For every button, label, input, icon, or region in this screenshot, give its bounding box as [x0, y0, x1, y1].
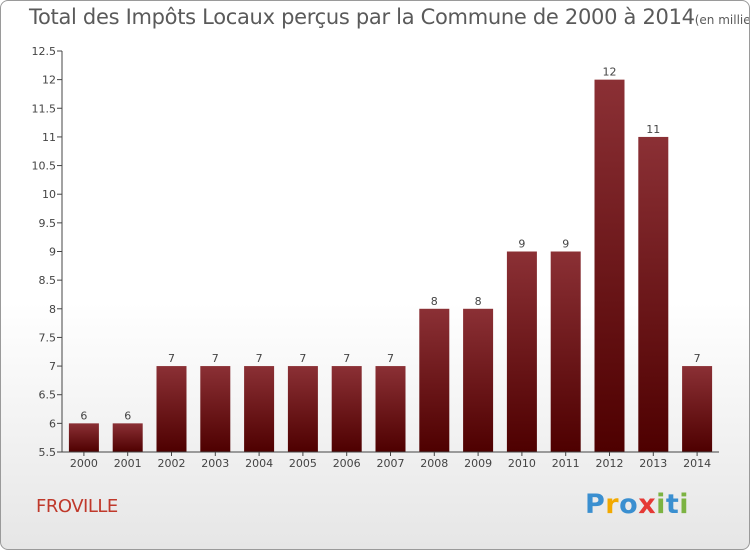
bar-2013	[638, 136, 669, 452]
bar-2011	[550, 251, 581, 452]
bar-2000	[68, 423, 99, 452]
y-tick-label: 12.5	[32, 45, 57, 58]
x-tick-label: 2001	[114, 457, 142, 470]
commune-name: FROVILLE	[36, 496, 118, 517]
y-tick-label: 8	[49, 303, 56, 316]
y-tick-label: 9.5	[39, 217, 57, 230]
logo-letter: o	[619, 489, 639, 520]
logo-letter: t	[665, 489, 680, 520]
x-tick-label: 2000	[70, 457, 98, 470]
logo-letter: i	[679, 489, 690, 520]
bar-value-label: 7	[694, 352, 701, 365]
y-tick-label: 11	[42, 131, 56, 144]
x-tick-label: 2007	[377, 457, 405, 470]
y-tick-label: 10.5	[32, 160, 57, 173]
bar-2009	[463, 308, 494, 452]
chart-title: Total des Impôts Locaux perçus par la Co…	[29, 5, 750, 29]
x-tick-label: 2012	[596, 457, 624, 470]
bar-value-label: 7	[168, 352, 175, 365]
x-tick-label: 2013	[639, 457, 667, 470]
x-tick-label: 2014	[683, 457, 711, 470]
bar-2003	[200, 366, 231, 452]
y-tick-label: 9	[49, 246, 56, 259]
x-tick-label: 2004	[245, 457, 273, 470]
logo-letter: r	[605, 489, 620, 520]
y-tick-label: 7.5	[39, 331, 57, 344]
x-tick-label: 2009	[464, 457, 492, 470]
y-tick-label: 6	[49, 417, 56, 430]
logo-letter: i	[656, 489, 666, 520]
bar-value-label: 9	[518, 238, 525, 251]
bar-value-label: 7	[343, 352, 350, 365]
bar-2008	[419, 308, 450, 452]
bar-2010	[506, 251, 537, 452]
logo-letter: x	[638, 489, 657, 520]
y-tick-label: 7	[49, 360, 56, 373]
bar-value-label: 6	[80, 409, 87, 422]
bars: 6 6 7 7 7 7 7 7 8 8 9 9 12 11 7	[68, 66, 713, 453]
bar-2002	[156, 366, 187, 452]
bar-2012	[594, 79, 625, 453]
y-tick-label: 5.5	[39, 446, 57, 459]
bar-value-label: 12	[603, 66, 617, 79]
x-tick-label: 2005	[289, 457, 317, 470]
y-tick-label: 6.5	[39, 389, 57, 402]
bar-value-label: 8	[475, 295, 482, 308]
bar-value-label: 8	[431, 295, 438, 308]
bar-2004	[244, 366, 275, 452]
bar-value-label: 7	[256, 352, 263, 365]
bar-value-label: 7	[212, 352, 219, 365]
proxiti-logo[interactable]: Proxiti	[585, 489, 689, 520]
bar-2006	[331, 366, 362, 452]
x-tick-label: 2008	[420, 457, 448, 470]
x-tick-label: 2002	[158, 457, 186, 470]
logo-letter: P	[585, 489, 606, 520]
y-tick-label: 8.5	[39, 274, 57, 287]
x-tick-label: 2011	[552, 457, 580, 470]
x-tick-label: 2010	[508, 457, 536, 470]
y-tick-label: 12	[42, 74, 56, 87]
x-tick-label: 2006	[333, 457, 361, 470]
bar-2005	[287, 366, 318, 452]
bar-value-label: 11	[646, 123, 660, 136]
y-axis: 5.5 6 6.5 7 7.5 8 8.5 9 9.5 10 10.5 11 11.5 12 12.5	[32, 45, 63, 459]
y-tick-label: 10	[42, 188, 56, 201]
bar-value-label: 7	[387, 352, 394, 365]
bar-value-label: 9	[562, 238, 569, 251]
chart-title-text: Total des Impôts Locaux perçus par la Co…	[29, 5, 695, 29]
bar-value-label: 7	[299, 352, 306, 365]
bar-2014	[682, 366, 713, 452]
bar-2001	[112, 423, 143, 452]
bar-2007	[375, 366, 406, 452]
chart-unit: (en milliers d'€)	[694, 13, 750, 27]
x-tick-label: 2003	[201, 457, 229, 470]
y-tick-label: 11.5	[32, 102, 57, 115]
bar-value-label: 6	[124, 409, 131, 422]
x-axis: 2000 2001 2002 2003 2004 2005 2006 2007 2008 2009…	[62, 451, 719, 470]
